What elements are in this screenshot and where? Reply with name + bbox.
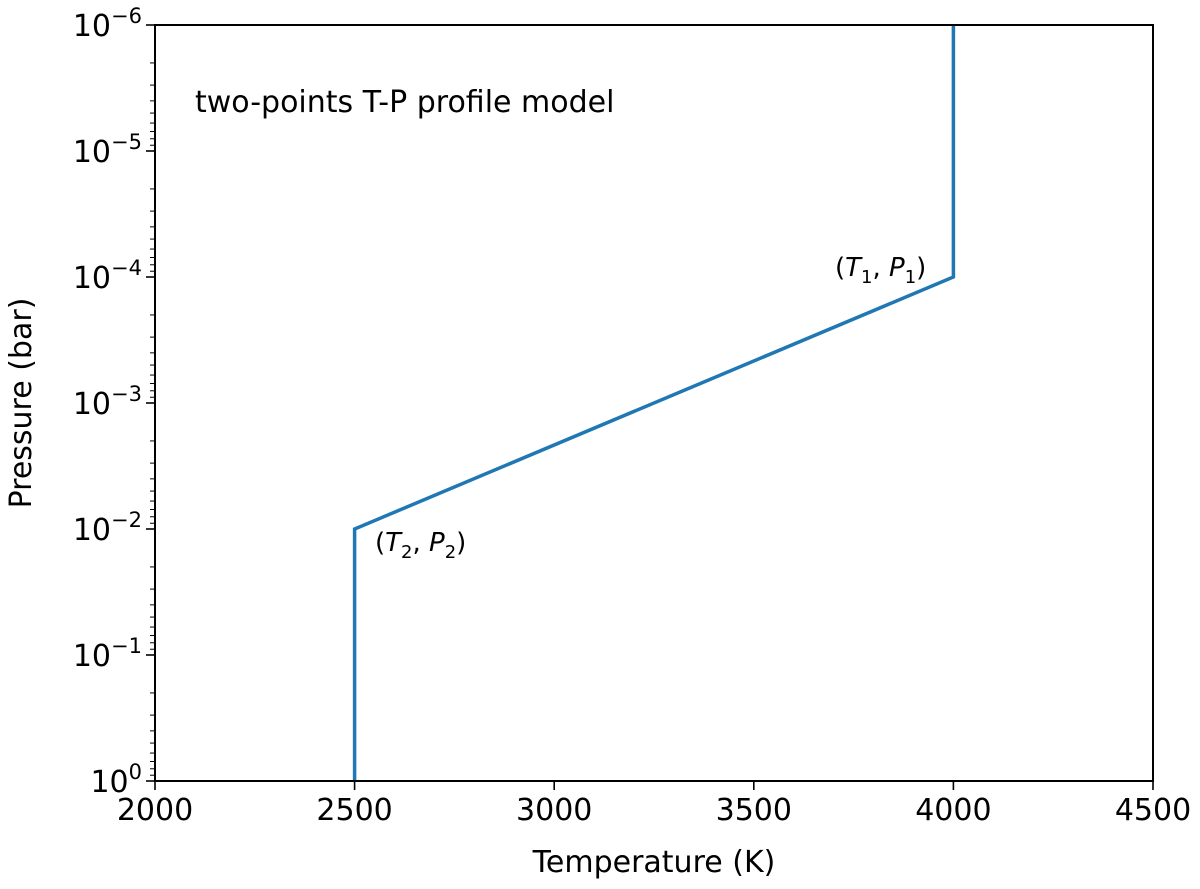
y-tick-label: 10−5 — [73, 130, 142, 170]
plot-frame — [154, 24, 1154, 782]
y-axis-label: Pressure (bar) — [4, 298, 39, 509]
x-axis-label: Temperature (K) — [532, 845, 776, 880]
x-tick-label: 3000 — [516, 793, 592, 828]
x-tick-label: 3500 — [716, 793, 792, 828]
x-tick-label: 4500 — [1115, 793, 1191, 828]
y-tick-label: 10−6 — [73, 4, 142, 44]
point-label-t1-p1: (T1, P1) — [835, 253, 926, 288]
y-tick-labels: 100 10−1 10−2 10−3 10−4 10−5 10−6 — [73, 4, 142, 800]
point-label-t2-p2: (T2, P2) — [375, 528, 466, 563]
y-tick-label: 10−3 — [73, 382, 142, 422]
y-tick-label: 10−1 — [73, 634, 142, 674]
model-annotation: two-points T-P profile model — [195, 85, 614, 120]
y-tick-label: 10−4 — [73, 256, 142, 296]
tp-profile-line — [352, 25, 956, 781]
x-tick-labels: 2000 2500 3000 3500 4000 4500 — [117, 793, 1191, 828]
x-tick-label: 2000 — [117, 793, 193, 828]
y-tick-label: 100 — [90, 760, 142, 800]
x-tick-label: 2500 — [316, 793, 392, 828]
y-tick-label: 10−2 — [73, 508, 142, 548]
x-tick-label: 4000 — [915, 793, 991, 828]
ticks-layer — [146, 24, 1154, 790]
